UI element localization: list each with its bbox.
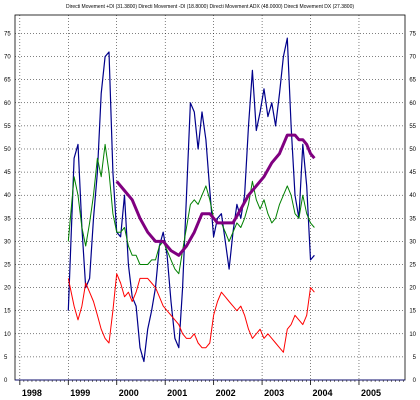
grid-layer — [15, 15, 405, 381]
x-tick-label: 2004 — [313, 388, 333, 398]
x-tick-label: 2001 — [167, 388, 187, 398]
y-tick-label-left: 5 — [4, 355, 8, 361]
series-line-4 — [115, 133, 316, 257]
y-tick-label-right: 65 — [409, 78, 416, 84]
y-tick-label-right: 25 — [409, 262, 416, 268]
y-tick-label-right: 40 — [409, 193, 416, 199]
series-line-3 — [67, 273, 315, 353]
series-layer — [67, 37, 316, 363]
y-tick-label-left: 10 — [4, 332, 11, 338]
y-tick-label-left: 20 — [4, 286, 11, 292]
x-tick-label: 2003 — [264, 388, 284, 398]
y-tick-label-right: 75 — [409, 31, 416, 37]
y-tick-label-right: 55 — [409, 124, 416, 130]
y-tick-label-left: 55 — [4, 124, 11, 130]
y-tick-label-left: 35 — [4, 216, 11, 222]
y-tick-label-right: 50 — [409, 147, 416, 153]
x-tick-label: 2000 — [119, 388, 139, 398]
y-tick-label-left: 50 — [4, 147, 11, 153]
y-tick-label-left: 40 — [4, 193, 11, 199]
y-tick-label-right: 60 — [409, 101, 416, 107]
y-tick-label-left: 65 — [4, 78, 11, 84]
y-tick-label-right: 0 — [413, 378, 417, 384]
y-tick-label-right: 10 — [409, 332, 416, 338]
y-tick-label-right: 15 — [409, 309, 416, 315]
y-tick-label-left: 25 — [4, 262, 11, 268]
x-tick-label: 2005 — [361, 388, 381, 398]
y-tick-label-right: 45 — [409, 170, 416, 176]
chart-title: Directi Movement +DI (31.3800) Directi M… — [66, 4, 354, 10]
y-tick-label-right: 35 — [409, 216, 416, 222]
y-tick-label-right: 70 — [409, 55, 416, 61]
y-tick-label-left: 70 — [4, 55, 11, 61]
x-tick-label: 1999 — [70, 388, 90, 398]
y-tick-label-left: 15 — [4, 309, 11, 315]
y-tick-label-left: 0 — [4, 378, 8, 384]
series-line-1 — [67, 37, 315, 363]
y-tick-label-right: 30 — [409, 239, 416, 245]
x-tick-label: 2002 — [216, 388, 236, 398]
y-tick-label-left: 30 — [4, 239, 11, 245]
y-tick-label-left: 60 — [4, 101, 11, 107]
y-tick-label-left: 75 — [4, 31, 11, 37]
x-tick-label: 1998 — [22, 388, 42, 398]
y-tick-label-right: 20 — [409, 286, 416, 292]
series-line-2 — [67, 143, 315, 275]
y-tick-label-left: 45 — [4, 170, 11, 176]
y-tick-label-right: 5 — [413, 355, 417, 361]
